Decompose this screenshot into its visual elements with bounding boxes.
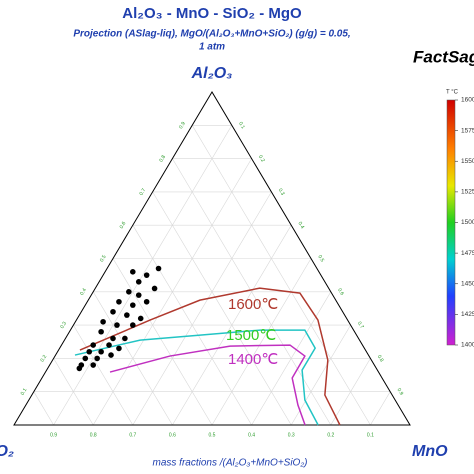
isotherm	[74, 329, 319, 426]
data-point	[94, 355, 100, 362]
data-point	[100, 318, 106, 325]
data-point	[114, 322, 120, 328]
isotherm-label: 1600℃	[228, 296, 278, 313]
data-point	[137, 315, 144, 322]
tick-label: 0.3	[59, 321, 68, 330]
tick-label: 0.5	[99, 254, 108, 263]
colorbar-tick-label: 1575	[461, 127, 474, 134]
tick-label: 0.3	[277, 188, 286, 197]
grid-line	[330, 358, 371, 426]
data-point	[86, 348, 93, 355]
tick-label: 0.8	[158, 154, 167, 163]
grid-line	[370, 391, 391, 426]
vertex-label: MnO	[412, 443, 448, 460]
data-point	[108, 352, 114, 358]
triangle-frame	[13, 91, 411, 426]
colorbar-tick-label: 1400	[461, 342, 474, 349]
tick-label: 0.6	[119, 221, 128, 230]
axis-label: mass fractions /(Al₂O₃+MnO+SiO₂)	[153, 458, 308, 469]
chart-title: Al₂O₃ - MnO - SiO₂ - MgO	[122, 5, 302, 22]
data-point	[135, 279, 142, 285]
colorbar-label: T °C	[446, 90, 459, 96]
tick-label: 0.2	[40, 354, 49, 363]
tick-label: 0.1	[20, 387, 29, 396]
grid-line	[112, 258, 213, 426]
tick-label: 0.7	[356, 321, 365, 330]
grid-line	[152, 191, 292, 426]
data-point	[106, 342, 112, 348]
data-point	[90, 362, 96, 368]
subtitle: Projection (ASlag-liq), MgO/(Al₂O₃+MnO+S…	[73, 29, 350, 40]
isotherm-label: 1500℃	[226, 327, 276, 344]
tick-label: 0.7	[129, 432, 136, 438]
data-point	[110, 335, 116, 342]
data-point	[126, 289, 132, 295]
tick-label: 0.4	[79, 287, 88, 296]
colorbar	[446, 99, 456, 346]
tick-label: 0.9	[50, 432, 57, 438]
data-point	[116, 345, 122, 352]
brand: FactSage	[413, 47, 474, 66]
vertex-label: SiO₂	[0, 443, 14, 460]
colorbar-tick-label: 1475	[461, 250, 474, 257]
vertex-label: Al₂O₃	[191, 65, 233, 82]
colorbar-tick-label: 1425	[461, 311, 474, 318]
data-point	[135, 292, 142, 298]
isotherm	[109, 344, 306, 426]
colorbar-tick-label: 1600	[461, 97, 474, 104]
data-point	[124, 312, 130, 318]
data-point	[143, 272, 150, 278]
tick-label: 0.7	[139, 187, 148, 196]
data-point	[98, 348, 104, 355]
tick-label: 0.6	[336, 287, 345, 296]
tick-label: 0.2	[257, 154, 266, 163]
grid-line	[92, 291, 173, 426]
data-point	[155, 265, 162, 272]
subtitle: 1 atm	[199, 42, 225, 53]
data-point	[116, 298, 122, 305]
grid-line	[132, 191, 272, 426]
grid-line	[290, 324, 351, 426]
data-point	[76, 365, 83, 372]
tick-label: 0.4	[297, 221, 306, 230]
tick-label: 0.9	[396, 387, 405, 396]
data-point	[130, 322, 136, 328]
data-point	[151, 285, 158, 292]
colorbar-tick-label: 1550	[461, 158, 474, 165]
grid-line	[53, 358, 94, 426]
grid-line	[251, 291, 332, 426]
tick-label: 0.8	[376, 354, 385, 363]
grid-line	[73, 324, 134, 426]
tick-label: 0.2	[327, 432, 334, 438]
isotherm	[79, 287, 341, 426]
data-point	[82, 355, 89, 362]
tick-label: 0.6	[169, 432, 176, 438]
tick-label: 0.5	[316, 254, 325, 263]
tick-label: 0.8	[90, 432, 97, 438]
grid-line	[191, 125, 371, 426]
colorbar-tick-label: 1500	[461, 219, 474, 226]
data-point	[90, 342, 96, 348]
tick-label: 0.4	[248, 432, 255, 438]
data-point	[110, 308, 116, 315]
colorbar-tick-label: 1525	[461, 189, 474, 196]
grid-line	[53, 125, 233, 426]
tick-label: 0.1	[237, 121, 246, 130]
data-point	[130, 269, 136, 275]
grid-line	[33, 391, 54, 426]
tick-label: 0.1	[367, 432, 374, 438]
data-point	[143, 298, 150, 305]
data-point	[122, 335, 128, 342]
tick-label: 0.3	[288, 432, 295, 438]
data-point	[130, 302, 136, 308]
grid-line	[211, 258, 312, 426]
isotherm-label: 1400℃	[228, 351, 278, 368]
colorbar-tick-label: 1450	[461, 280, 474, 287]
data-point	[98, 328, 104, 335]
tick-label: 0.9	[178, 121, 187, 130]
tick-label: 0.5	[209, 432, 216, 438]
